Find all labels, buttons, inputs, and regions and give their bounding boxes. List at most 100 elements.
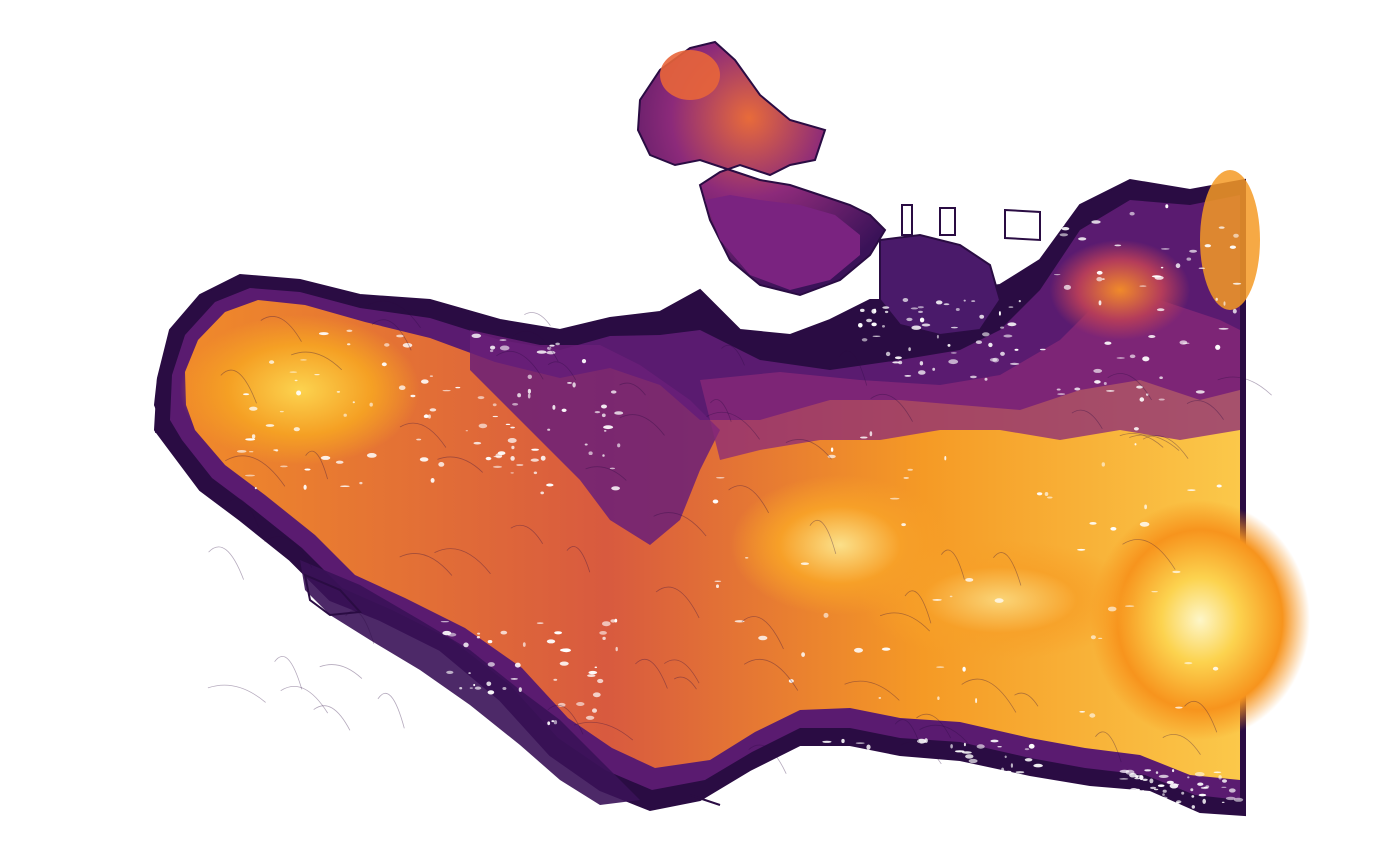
contour-gap xyxy=(1179,340,1188,345)
contour-gap xyxy=(970,375,977,379)
contour-gap xyxy=(1134,793,1142,795)
contour-gap xyxy=(1215,344,1221,350)
contour-line xyxy=(274,656,303,690)
contour-gap xyxy=(530,458,539,462)
contour-gap xyxy=(985,767,992,770)
contour-line xyxy=(1162,734,1201,755)
contour-gap xyxy=(716,584,719,588)
contour-gap xyxy=(533,471,538,475)
contour-gap xyxy=(1102,278,1105,280)
contour-gap xyxy=(553,678,558,681)
contour-gap xyxy=(894,356,902,360)
contour-gap xyxy=(447,724,451,730)
contour-gap xyxy=(540,455,546,461)
contour-gap xyxy=(429,408,437,412)
contour-gap xyxy=(421,379,429,384)
contour-gap xyxy=(555,342,560,346)
contour-gap xyxy=(431,683,441,689)
contour-gap xyxy=(1191,805,1196,809)
contour-gap xyxy=(981,783,986,786)
contour-gap xyxy=(487,640,493,644)
contour-gap xyxy=(962,751,972,754)
contour-gap xyxy=(934,771,945,776)
contour-gap xyxy=(861,784,869,788)
contour-gap xyxy=(950,352,957,354)
contour-gap xyxy=(962,666,966,672)
contour-gap xyxy=(1225,796,1236,801)
contour-gap xyxy=(1141,790,1145,794)
contour-gap xyxy=(254,487,257,490)
contour-gap xyxy=(947,344,951,347)
contour-gap xyxy=(514,662,521,668)
contour-gap xyxy=(561,408,567,412)
contour-gap xyxy=(1150,786,1157,790)
contour-gap xyxy=(1187,776,1190,779)
contour-gap xyxy=(976,744,985,749)
contour-gap xyxy=(919,361,924,366)
contour-gap xyxy=(1154,275,1164,280)
contour-gap xyxy=(882,306,890,309)
contour-gap xyxy=(478,423,488,429)
contour-gap xyxy=(510,456,515,461)
contour-gap xyxy=(249,406,258,411)
contour-line xyxy=(879,612,930,632)
contour-gap xyxy=(943,303,950,306)
contour-gap xyxy=(617,443,621,448)
contour-gap xyxy=(1033,763,1043,768)
contour-line xyxy=(1142,435,1189,459)
contour-gap xyxy=(1155,771,1159,774)
contour-gap xyxy=(1130,788,1138,792)
contour-gap xyxy=(712,499,719,504)
contour-gap xyxy=(989,793,993,798)
contour-gap xyxy=(937,696,940,700)
contour-gap xyxy=(1004,755,1007,759)
contour-line xyxy=(900,741,942,765)
contour-gap xyxy=(908,347,911,352)
contour-gap xyxy=(918,310,923,313)
contour-gap xyxy=(455,386,461,389)
contour-line xyxy=(741,616,784,650)
contour-gap xyxy=(917,738,926,744)
contour-gap xyxy=(1221,786,1227,788)
contour-gap xyxy=(1186,257,1192,261)
contour-gap xyxy=(500,630,508,635)
contour-gap xyxy=(510,472,514,474)
contour-gap xyxy=(1015,771,1025,774)
contour-gap xyxy=(1098,300,1102,306)
contour-gap xyxy=(869,431,873,437)
contour-line xyxy=(524,312,551,326)
contour-gap xyxy=(547,721,551,726)
contour-line xyxy=(1119,433,1164,448)
contour-gap xyxy=(1121,807,1124,812)
contour-gap xyxy=(1215,297,1218,301)
contour-gap xyxy=(269,360,275,364)
contour-gap xyxy=(547,346,552,350)
contour-gap xyxy=(527,393,531,399)
contour-gap xyxy=(872,335,881,337)
contour-gap xyxy=(469,687,473,689)
contour-gap xyxy=(1187,489,1196,491)
contour-gap xyxy=(560,648,570,652)
contour-gap xyxy=(933,797,938,800)
contour-gap xyxy=(1129,354,1136,359)
contour-line xyxy=(655,586,700,619)
contour-gap xyxy=(304,468,311,471)
contour-gap xyxy=(898,360,903,365)
contour-gap xyxy=(347,343,351,346)
contour-gap xyxy=(1063,284,1071,290)
contour-gap xyxy=(968,758,978,764)
contour-gaps xyxy=(236,204,1244,812)
contour-line xyxy=(870,393,913,422)
contour-line xyxy=(208,546,244,580)
contour-gap xyxy=(1191,795,1195,798)
contour-gap xyxy=(921,323,931,327)
contour-gap xyxy=(858,323,863,328)
contour-line xyxy=(574,721,634,741)
contour-gap xyxy=(1074,387,1081,391)
contour-line xyxy=(961,678,1017,713)
contour-gap xyxy=(982,332,990,337)
contour-gap xyxy=(1153,788,1159,791)
contour-gap xyxy=(554,631,562,635)
contour-gap xyxy=(592,692,601,698)
contour-gap xyxy=(611,486,620,491)
